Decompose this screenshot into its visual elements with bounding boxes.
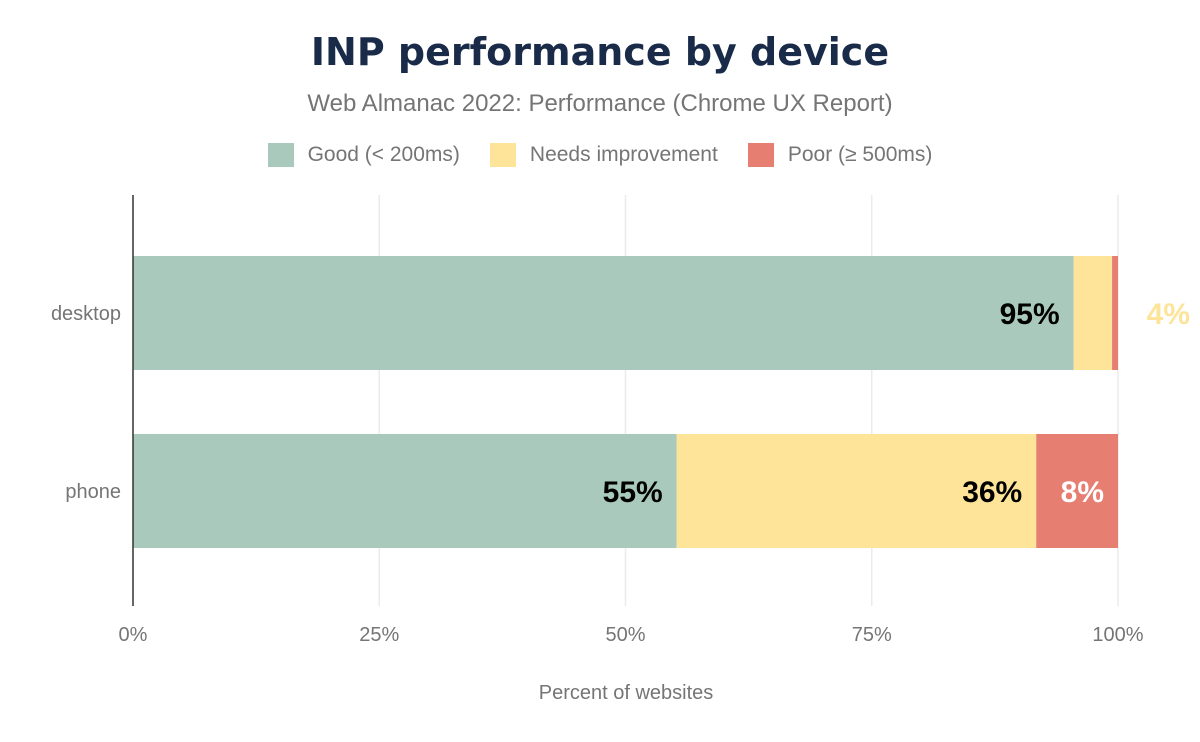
bar-segment bbox=[1036, 434, 1118, 548]
data-label: 55% bbox=[603, 476, 663, 509]
legend-swatch bbox=[489, 143, 516, 167]
legend-item-good[interactable]: Good (< 200ms) bbox=[267, 143, 460, 167]
bar-segment bbox=[1073, 256, 1113, 370]
x-tick-label: 50% bbox=[605, 624, 645, 646]
legend-label: Good (< 200ms) bbox=[307, 143, 460, 166]
data-label: 36% bbox=[962, 476, 1022, 509]
bar-segment bbox=[676, 434, 1037, 548]
bar-segment bbox=[133, 434, 677, 548]
y-tick-label: phone bbox=[65, 481, 121, 503]
legend-item-needs-improvement[interactable]: Needs improvement bbox=[489, 143, 718, 167]
legend-item-poor[interactable]: Poor (≥ 500ms) bbox=[747, 143, 933, 167]
legend: Good (< 200ms) Needs improvement Poor (≥… bbox=[0, 143, 1200, 167]
data-label: 95% bbox=[1000, 298, 1060, 331]
data-label: 4% bbox=[1147, 298, 1190, 331]
legend-swatch bbox=[747, 143, 774, 167]
x-tick-label: 100% bbox=[1092, 624, 1143, 646]
bar-segment bbox=[133, 256, 1074, 370]
x-tick-label: 75% bbox=[852, 624, 892, 646]
legend-label: Poor (≥ 500ms) bbox=[787, 143, 933, 166]
legend-label: Needs improvement bbox=[529, 143, 718, 166]
data-label: 8% bbox=[1061, 476, 1104, 509]
x-tick-label: 25% bbox=[359, 624, 399, 646]
x-axis-label: Percent of websites bbox=[539, 682, 714, 704]
legend-swatch bbox=[267, 143, 294, 167]
chart-title: INP performance by device bbox=[310, 30, 890, 74]
chart-subtitle: Web Almanac 2022: Performance (Chrome UX… bbox=[307, 90, 893, 117]
y-tick-label: desktop bbox=[51, 303, 121, 325]
x-tick-label: 0% bbox=[119, 624, 148, 646]
bar-segment bbox=[1112, 256, 1118, 370]
